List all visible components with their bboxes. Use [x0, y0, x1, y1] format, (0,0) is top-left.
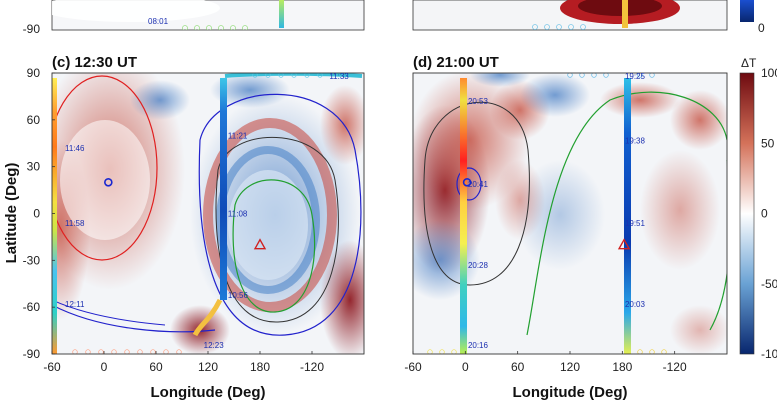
x-tick-label: 0 [462, 360, 469, 374]
antipode-triangle-marker [617, 238, 631, 250]
y-tick-label: 0 [33, 207, 40, 221]
top-colorbar-tick: 0 [758, 21, 765, 35]
x-tick-label: 0 [101, 360, 108, 374]
x-tick-label: 180 [250, 360, 270, 374]
track-time-label: 20:03 [625, 300, 646, 309]
panel-d-title: (d) 21:00 UT [413, 54, 499, 71]
x-tick-label: 120 [198, 360, 218, 374]
track-time-label: 19:25 [625, 72, 646, 81]
track-time-label: 11:33 [329, 72, 349, 81]
colorbar-tick-label: -50 [761, 277, 777, 291]
panel-d: (d) 21:00 UT -60 0 60 120 180 -120 20:53 20:41… [404, 54, 728, 401]
y-tick-label: -60 [23, 300, 41, 314]
colorbar-tick-label: 50 [761, 136, 775, 150]
y-tick-label: 60 [27, 113, 41, 127]
panel-d-field [413, 73, 727, 354]
track-time-label: 11:21 [228, 132, 248, 141]
track-time-label: 11:58 [65, 219, 85, 228]
panel-c-time-labels: 11:46 11:58 12:11 11:33 11:21 11:08 10:56 12:23 [65, 72, 349, 350]
colorbar-scale [739, 72, 755, 355]
colorbar-title: ΔT [741, 56, 757, 70]
track-time-label: 08:01 [148, 17, 169, 26]
x-tick-label: 60 [149, 360, 163, 374]
track-time-label: 20:41 [468, 180, 489, 189]
x-tick-label: 120 [560, 360, 580, 374]
panel-c-title: (c) 12:30 UT [52, 54, 137, 71]
y-tick: -90 [23, 22, 41, 36]
track-time-label: 11:08 [228, 210, 248, 219]
panel-d-xlabel: Longitude (Deg) [513, 384, 628, 401]
panel-c-field [52, 73, 364, 354]
top-right-panel: 0 [412, 0, 765, 35]
panel-c-ylabel: Latitude (Deg) [3, 163, 20, 264]
x-tick-label: -60 [404, 360, 422, 374]
colorbar-ticks: 100 50 0 -50 -100 [761, 66, 777, 361]
x-tick-label: 180 [612, 360, 632, 374]
panel-d-time-labels: 20:53 20:41 20:28 20:16 19:25 19:38 19:51 20:03 [468, 72, 646, 350]
track-time-label: 12:11 [65, 300, 85, 309]
track-time-label: 12:23 [204, 341, 225, 350]
track-time-label: 19:51 [625, 219, 646, 228]
panel-c-xlabel: Longitude (Deg) [151, 384, 266, 401]
track-time-label: 20:28 [468, 261, 489, 270]
x-tick-label: -120 [300, 360, 324, 374]
panel-d-x-ticks: -60 0 60 120 180 -120 [404, 351, 687, 374]
track-time-label: 10:56 [228, 291, 249, 300]
x-tick-label: -120 [663, 360, 687, 374]
source-circle-marker [104, 177, 113, 187]
y-tick-label: -30 [23, 253, 41, 267]
y-tick-label: 30 [27, 160, 41, 174]
colorbar-tick-label: -100 [761, 347, 777, 361]
track-time-label: 20:53 [468, 97, 489, 106]
panel-c-x-ticks: -60 0 60 120 180 -120 [43, 351, 324, 374]
y-tick-label: -90 [23, 347, 41, 361]
antipode-triangle-marker [253, 238, 267, 250]
track-time-label: 20:16 [468, 341, 489, 350]
track-time-label: 19:38 [625, 136, 646, 145]
y-tick-label: 90 [27, 66, 41, 80]
x-tick-label: 60 [511, 360, 525, 374]
source-circle-marker [462, 177, 472, 187]
top-left-panel: -90 08:01 [23, 0, 365, 36]
x-tick-label: -60 [43, 360, 61, 374]
panel-c-y-ticks: 90 60 30 0 -30 -60 -90 [23, 66, 55, 361]
colorbar-tick-label: 100 [761, 66, 777, 80]
panel-d-markers [462, 177, 631, 250]
colorbar-tick-label: 0 [761, 207, 768, 221]
colorbar: ΔT 100 50 0 -50 -100 [739, 56, 777, 361]
track-time-label: 11:46 [65, 144, 85, 153]
top-colorbar [740, 0, 754, 22]
panel-c-markers [104, 177, 267, 250]
